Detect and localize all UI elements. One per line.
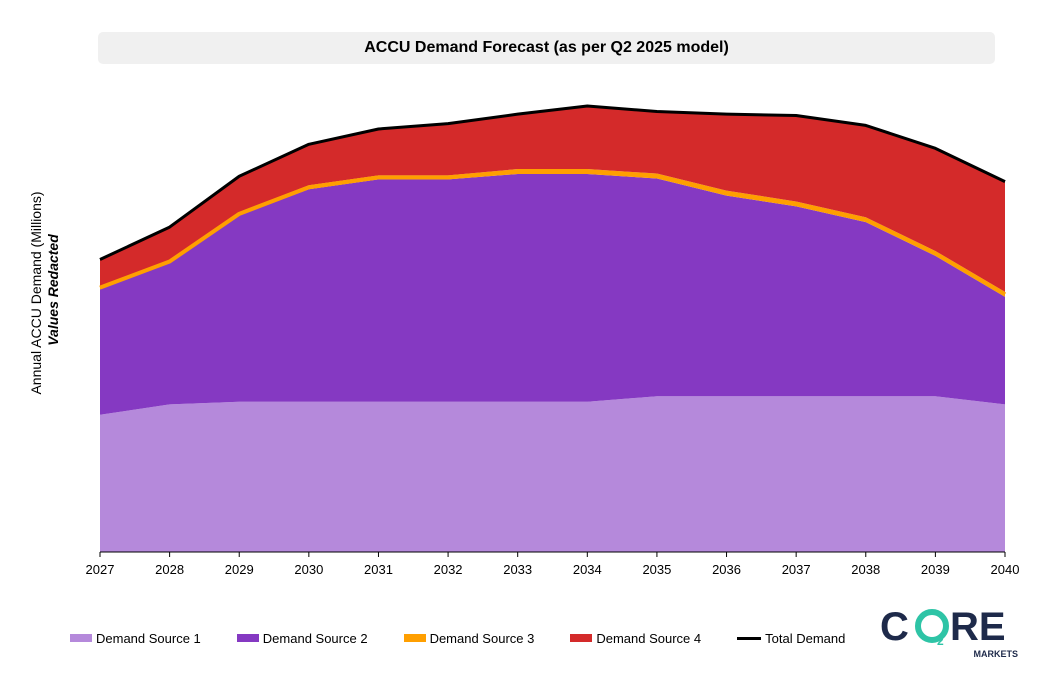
area-demand-source-4 [100, 106, 1005, 292]
legend: Demand Source 1 Demand Source 2 Demand Sou… [70, 628, 881, 648]
legend-item: Demand Source 4 [570, 631, 701, 646]
x-tick-label: 2035 [642, 562, 671, 577]
logo-o-ring [915, 609, 949, 643]
x-tick-label: 2040 [991, 562, 1020, 577]
legend-label: Total Demand [765, 630, 846, 646]
area-demand-source-1 [100, 396, 1005, 552]
x-tick-label: 2032 [434, 562, 463, 577]
x-tick-label: 2030 [294, 562, 323, 577]
x-tick-label: 2028 [155, 562, 184, 577]
legend-item: Total Demand [737, 631, 845, 646]
demand-source-3-band [99, 169, 1007, 297]
series-boundaries [99, 104, 1007, 297]
logo-letter-c: C [880, 605, 909, 649]
x-tick-label: 2036 [712, 562, 741, 577]
area-demand-source-2 [100, 174, 1005, 415]
legend-label: Demand Source 2 [262, 630, 368, 646]
logo-subscript: 2 [937, 634, 944, 648]
area-layers [100, 106, 1005, 552]
logo-letters-re: RE [950, 605, 1006, 649]
x-axis: 2027 2028 2029 2030 2031 2032 2033 2034 2035 2036… [86, 551, 1020, 577]
chart-title: ACCU Demand Forecast (as per Q2 2025 mod… [98, 32, 995, 64]
x-tick-label: 2039 [921, 562, 950, 577]
legend-label: Demand Source 4 [596, 630, 702, 646]
x-tick-label: 2038 [851, 562, 880, 577]
legend-swatch [70, 634, 92, 642]
core-markets-logo: C 2 RE MARKETS [880, 605, 1019, 659]
total-demand-line [99, 104, 1006, 261]
logo-markets-label: MARKETS [974, 649, 1019, 659]
legend-label: Demand Source 1 [96, 630, 201, 646]
legend-swatch [737, 636, 762, 640]
x-tick-label: 2029 [225, 562, 254, 577]
x-tick-label: 2037 [782, 562, 811, 577]
legend-swatch [236, 634, 259, 642]
legend-swatch [570, 634, 593, 642]
x-tick-label: 2027 [86, 562, 115, 577]
x-tick-label: 2033 [503, 562, 532, 577]
x-tick-label: 2031 [364, 562, 393, 577]
legend-swatch [403, 634, 426, 642]
legend-item: Demand Source 3 [403, 630, 535, 646]
legend-item: Demand Source 1 [70, 631, 201, 646]
x-tick-label: 2034 [573, 562, 602, 577]
legend-item: Demand Source 2 [236, 630, 368, 646]
legend-label: Demand Source 3 [429, 630, 535, 646]
